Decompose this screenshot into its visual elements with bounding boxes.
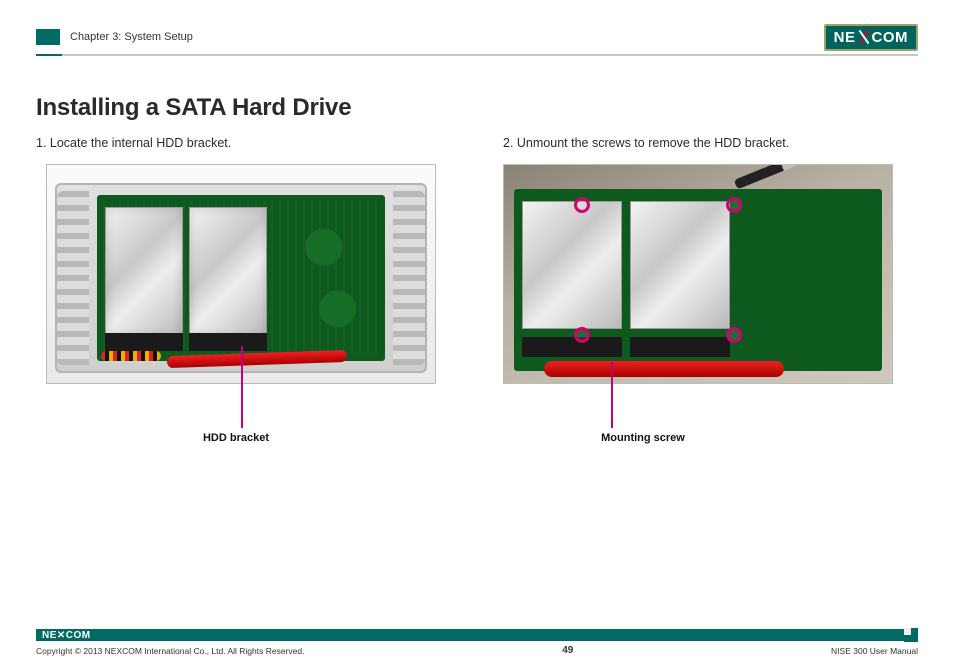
sata-cable-2 — [544, 361, 784, 377]
callout-label-screw: Mounting screw — [383, 432, 903, 444]
page-footer: NE✕COM Copyright © 2013 NEXCOM Internati… — [36, 629, 918, 656]
callout-line-hdd — [241, 346, 243, 428]
sata-connector-4 — [630, 337, 730, 357]
footer-bar: NE✕COM — [36, 629, 918, 641]
header-rule — [36, 54, 918, 56]
callout-label-hdd: HDD bracket — [36, 432, 436, 444]
hdd-foil-2 — [189, 207, 267, 337]
header-left: Chapter 3: System Setup — [36, 29, 193, 45]
hdd-foil-4 — [630, 201, 730, 329]
screw-marker-1 — [574, 197, 590, 213]
sata-connector-3 — [522, 337, 622, 357]
figure-mounting-screws — [503, 164, 893, 384]
figure-2-wrap: Mounting screw — [503, 164, 903, 384]
hdd-foil-3 — [522, 201, 622, 329]
header-accent-block — [36, 29, 60, 45]
logo-text-left: NE — [834, 29, 856, 46]
figure-1-wrap: HDD bracket — [36, 164, 436, 384]
screwdriver-illustration — [734, 164, 830, 189]
footer-logo-x-icon: ✕ — [57, 630, 66, 641]
hdd-foil-1 — [105, 207, 183, 337]
heatsink-fins-right — [393, 191, 425, 365]
screw-marker-2 — [726, 197, 742, 213]
screw-marker-4 — [726, 327, 742, 343]
chapter-label: Chapter 3: System Setup — [70, 31, 193, 43]
footer-logo-right: COM — [66, 630, 91, 641]
chassis-illustration — [55, 183, 427, 373]
copyright-text: Copyright © 2013 NEXCOM International Co… — [36, 646, 304, 656]
page-number: 49 — [562, 645, 573, 656]
page-header: Chapter 3: System Setup NE COM — [36, 24, 918, 50]
content-columns: 1. Locate the internal HDD bracket. — [36, 136, 918, 384]
column-left: 1. Locate the internal HDD bracket. — [36, 136, 451, 384]
page-title: Installing a SATA Hard Drive — [36, 94, 918, 122]
nexcom-logo: NE COM — [824, 24, 918, 51]
footer-logo: NE✕COM — [42, 630, 91, 641]
footer-meta-row: Copyright © 2013 NEXCOM International Co… — [36, 645, 918, 656]
footer-ornament-icon — [904, 628, 918, 642]
column-right: 2. Unmount the screws to remove the HDD … — [503, 136, 918, 384]
screw-marker-3 — [574, 327, 590, 343]
logo-x-icon — [857, 30, 871, 44]
logo-text-right: COM — [872, 29, 909, 46]
sata-connector-1 — [105, 333, 183, 351]
step-1-text: 1. Locate the internal HDD bracket. — [36, 136, 451, 150]
callout-line-screw — [611, 362, 613, 428]
footer-logo-left: NE — [42, 630, 57, 641]
step-2-text: 2. Unmount the screws to remove the HDD … — [503, 136, 918, 150]
sata-connector-2 — [189, 333, 267, 351]
heatsink-fins-left — [57, 191, 89, 365]
power-cable — [101, 351, 161, 361]
doc-reference: NISE 300 User Manual — [831, 646, 918, 656]
